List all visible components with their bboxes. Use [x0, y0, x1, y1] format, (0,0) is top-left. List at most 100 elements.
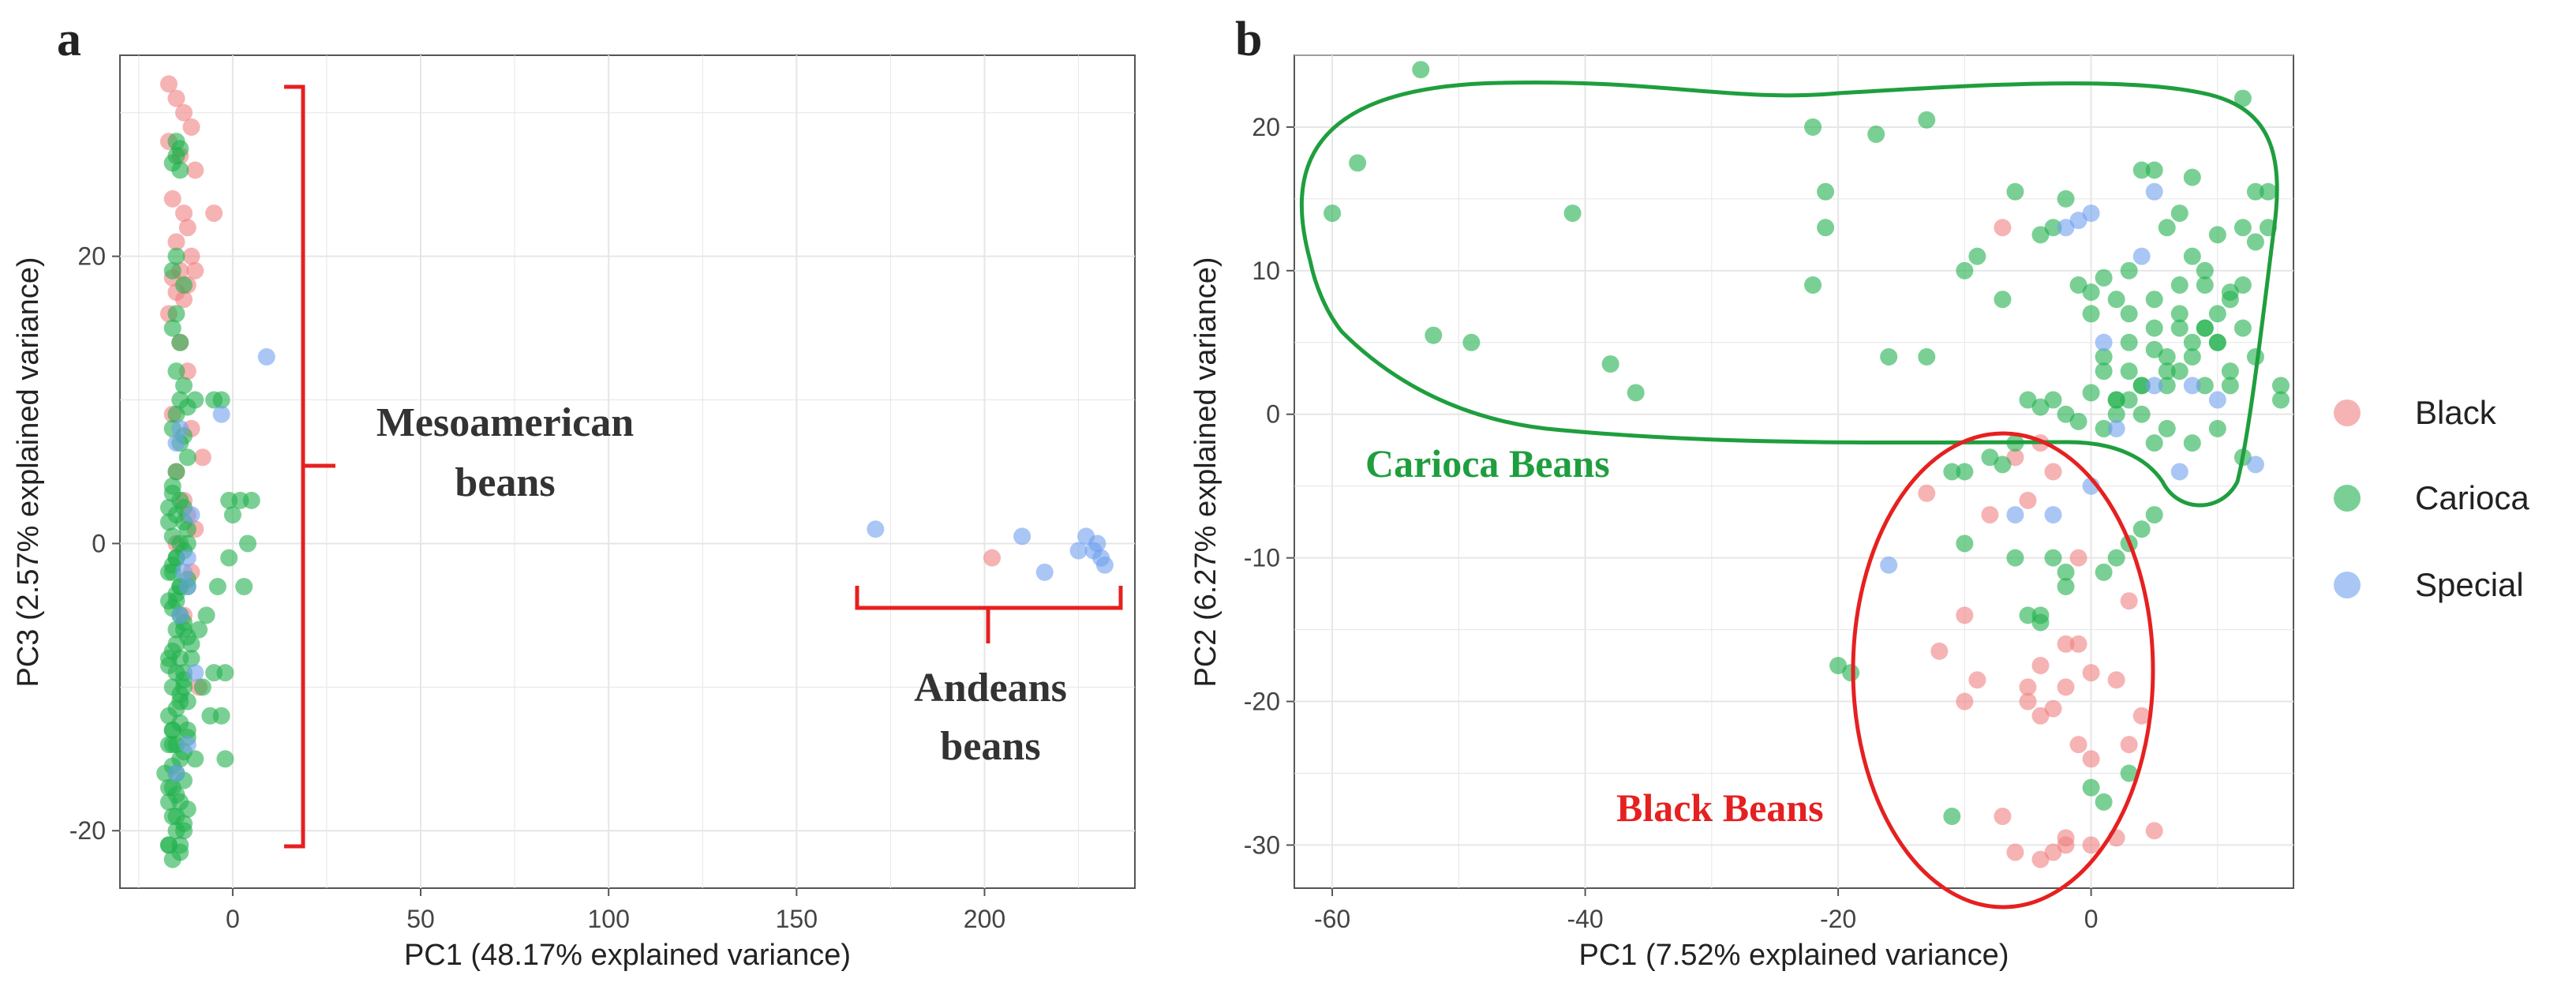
point-special — [171, 419, 189, 437]
point-special — [1013, 527, 1032, 546]
point-carioca — [2246, 233, 2264, 251]
point-special — [1880, 556, 1898, 574]
legend-swatch-carioca — [2334, 485, 2361, 512]
point-carioca — [2082, 778, 2100, 797]
point-black — [2006, 843, 2024, 861]
point-carioca — [1956, 463, 1974, 481]
point-special — [178, 736, 197, 754]
black-beans-label: Black Beans — [1616, 786, 1824, 830]
point-carioca — [171, 836, 189, 854]
point-carioca — [167, 362, 185, 381]
point-carioca — [2208, 305, 2226, 323]
point-carioca — [2031, 613, 2050, 632]
point-carioca — [167, 247, 185, 265]
point-carioca — [1804, 118, 1822, 136]
point-carioca — [1842, 664, 1860, 682]
point-carioca — [2183, 333, 2201, 351]
point-carioca — [159, 736, 178, 754]
point-black — [182, 247, 200, 265]
point-carioca — [2233, 276, 2252, 294]
point-carioca — [2233, 89, 2252, 107]
point-carioca — [163, 721, 182, 739]
point-carioca — [163, 261, 182, 279]
point-special — [2132, 247, 2151, 265]
point-black — [2082, 836, 2100, 854]
mesoamerican-label-line1: Mesoamerican — [376, 400, 634, 445]
legend-swatch-special — [2334, 572, 2361, 598]
x-tick-label: 100 — [587, 905, 629, 933]
point-special — [167, 434, 185, 452]
legend-label-carioca: Carioca — [2415, 479, 2529, 516]
point-carioca — [178, 448, 197, 467]
point-carioca — [1918, 111, 1936, 129]
point-carioca — [2183, 434, 2201, 452]
point-special — [2145, 182, 2163, 201]
point-black — [1918, 484, 1936, 502]
point-black — [1968, 671, 1986, 689]
point-carioca — [2095, 793, 2113, 811]
point-carioca — [2196, 261, 2214, 279]
point-carioca — [2145, 291, 2163, 309]
point-black — [178, 219, 197, 237]
point-carioca — [2006, 549, 2024, 567]
point-carioca — [2107, 549, 2125, 567]
point-black — [2069, 635, 2087, 653]
point-carioca — [1804, 276, 1822, 294]
panel-a-ylabel: PC3 (2.57% explained variance) — [12, 257, 45, 688]
point-black — [1994, 219, 2012, 237]
point-carioca — [1943, 808, 1961, 826]
x-tick-label: 50 — [406, 905, 435, 933]
point-carioca — [2082, 305, 2100, 323]
point-carioca — [2233, 219, 2252, 237]
point-carioca — [2031, 226, 2050, 244]
point-carioca — [2006, 182, 2024, 201]
point-special — [2246, 456, 2264, 474]
point-special — [167, 764, 185, 782]
point-special — [2107, 419, 2125, 437]
point-carioca — [2069, 412, 2087, 430]
point-carioca — [2069, 276, 2087, 294]
point-carioca — [2145, 319, 2163, 337]
point-carioca — [2082, 384, 2100, 402]
point-carioca — [171, 333, 189, 351]
mesoamerican-bracket — [284, 84, 335, 849]
legend-label-special: Special — [2415, 566, 2524, 603]
andeans-bracket — [855, 586, 1123, 643]
point-black — [2044, 843, 2062, 861]
point-special — [2069, 212, 2087, 230]
panel-a-plot: 0 50 100 150 200 -20 0 20 PC1 (48.17% explained… — [12, 54, 1136, 972]
x-tick-label: -60 — [1314, 905, 1350, 933]
point-carioca — [231, 491, 249, 509]
point-black — [167, 233, 185, 251]
point-black — [2019, 692, 2037, 711]
point-carioca — [163, 850, 182, 868]
point-carioca — [1627, 384, 1645, 402]
panel-b-letter: b — [1235, 13, 1262, 66]
panel-a-letter: a — [57, 13, 81, 66]
point-black — [2057, 836, 2075, 854]
point-carioca — [2183, 347, 2201, 366]
point-special — [186, 664, 204, 682]
point-carioca — [159, 498, 178, 516]
y-tick-label: 20 — [77, 242, 106, 271]
point-black — [2006, 448, 2024, 467]
point-carioca — [2019, 606, 2037, 624]
panel-b-points — [1324, 61, 2290, 868]
point-special — [212, 405, 230, 423]
point-carioca — [167, 808, 185, 826]
point-black — [2044, 699, 2062, 718]
point-carioca — [238, 534, 256, 553]
point-carioca — [1462, 333, 1481, 351]
point-carioca — [178, 721, 197, 739]
point-black — [174, 103, 193, 122]
point-carioca — [1956, 534, 1974, 553]
point-carioca — [2196, 377, 2214, 395]
point-carioca — [186, 750, 204, 768]
panel-b-ticks: -60 -40 -20 0 -30 -20 -10 0 10 20 — [1244, 113, 2099, 933]
point-carioca — [2095, 347, 2113, 366]
point-black — [2019, 491, 2037, 509]
point-carioca — [2170, 276, 2188, 294]
point-carioca — [235, 578, 253, 596]
point-black — [182, 118, 200, 136]
point-carioca — [190, 621, 208, 639]
